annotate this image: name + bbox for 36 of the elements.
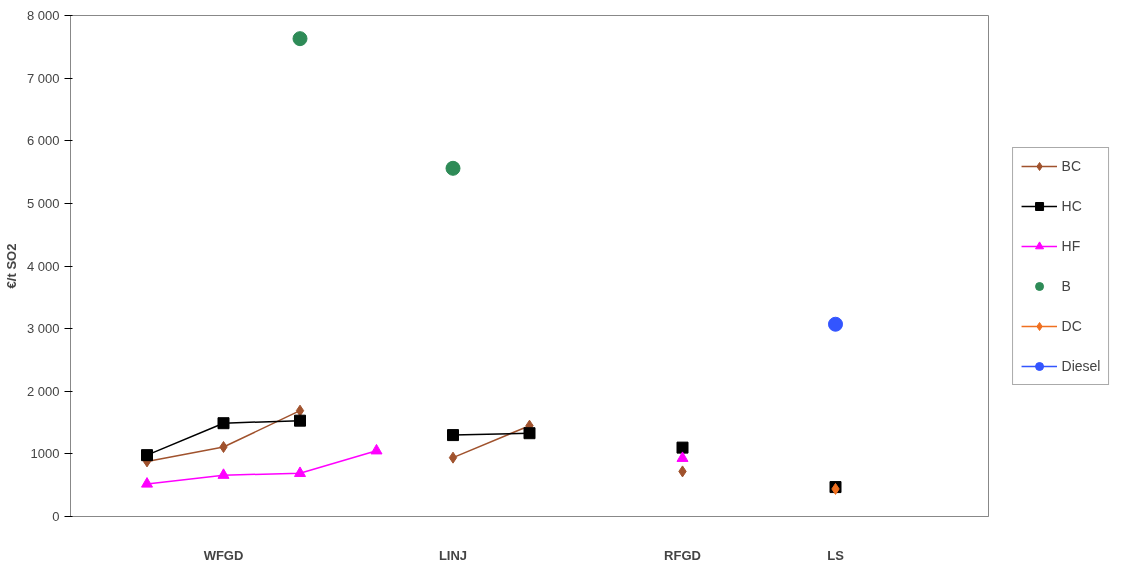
point	[294, 466, 306, 477]
y-tick-label: 7 000	[26, 70, 60, 86]
point	[292, 31, 308, 47]
point	[295, 404, 305, 417]
y-tick-label: 5 000	[26, 195, 60, 211]
legend-label: HF	[1061, 237, 1082, 254]
x-tick-label: RFGD	[664, 547, 701, 563]
point	[141, 449, 153, 462]
legend-label: BC	[1061, 157, 1082, 174]
point	[445, 160, 461, 176]
legend-label: B	[1061, 277, 1072, 294]
y-tick-label: 2 000	[26, 383, 60, 399]
point	[294, 414, 306, 427]
y-tick-label: 1000	[30, 446, 60, 462]
point	[828, 316, 843, 332]
legend-label: DC	[1061, 317, 1082, 334]
point	[676, 451, 689, 462]
y-tick-label: 8 000	[26, 8, 60, 23]
x-tick-label: LINJ	[438, 547, 468, 563]
y-tick-label: 0	[52, 509, 60, 524]
point	[370, 443, 383, 455]
y-axis-title: €/t SO2	[3, 243, 19, 289]
x-tick-label: LS	[827, 547, 845, 563]
point	[448, 451, 458, 464]
y-tick-label: 4 000	[26, 258, 60, 274]
x-tick-label: WFGD	[203, 547, 244, 563]
point	[523, 427, 536, 440]
point	[217, 468, 230, 479]
point	[217, 417, 230, 430]
point	[447, 429, 459, 442]
y-tick-label: 3 000	[26, 321, 60, 337]
legend-label: HC	[1061, 197, 1082, 214]
legend-label: Diesel	[1061, 357, 1101, 374]
point	[141, 477, 153, 488]
y-tick-label: 6 000	[26, 133, 60, 149]
point	[676, 441, 689, 454]
